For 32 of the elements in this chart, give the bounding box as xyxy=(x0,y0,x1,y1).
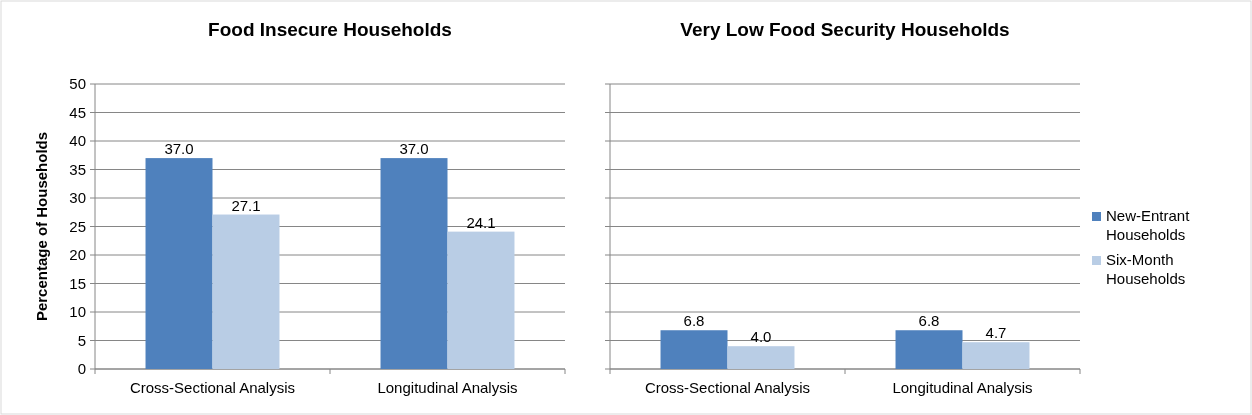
bar xyxy=(145,158,213,369)
x-tick-label: Cross-Sectional Analysis xyxy=(129,379,296,396)
data-label: 6.8 xyxy=(683,312,705,330)
bar xyxy=(380,158,448,369)
bar xyxy=(212,214,280,369)
y-tick-label: 5 xyxy=(77,331,86,349)
data-label: 6.8 xyxy=(918,312,940,330)
x-tick-label: Longitudinal Analysis xyxy=(892,379,1033,396)
y-tick-label: 40 xyxy=(69,132,86,150)
legend-label: New-Entrant Households xyxy=(1106,207,1191,243)
x-tick-label: Longitudinal Analysis xyxy=(377,379,518,396)
y-tick-label: 20 xyxy=(69,246,86,264)
y-axis-title: Percentage of Households xyxy=(33,131,50,322)
data-label: 27.1 xyxy=(231,196,261,214)
y-tick-label: 10 xyxy=(69,303,86,321)
y-tick-label: 45 xyxy=(69,103,86,121)
y-tick-label: 0 xyxy=(77,360,86,378)
data-label: 37.0 xyxy=(399,140,429,158)
legend-label: Six-Month Households xyxy=(1106,251,1186,287)
x-tick-label: Cross-Sectional Analysis xyxy=(644,379,811,396)
y-tick-label: 50 xyxy=(69,75,86,93)
bar xyxy=(447,231,515,369)
chart-title: Very Low Food Security Households xyxy=(680,19,1010,40)
y-tick-label: 30 xyxy=(69,189,86,207)
data-label: 4.7 xyxy=(985,324,1007,342)
y-tick-label: 35 xyxy=(69,160,86,178)
y-tick-label: 15 xyxy=(69,274,86,292)
y-tick-label: 25 xyxy=(69,217,86,235)
chart-title: Food Insecure Households xyxy=(208,19,452,40)
data-label: 4.0 xyxy=(750,328,772,346)
data-label: 37.0 xyxy=(164,140,194,158)
data-label: 24.1 xyxy=(466,213,496,231)
